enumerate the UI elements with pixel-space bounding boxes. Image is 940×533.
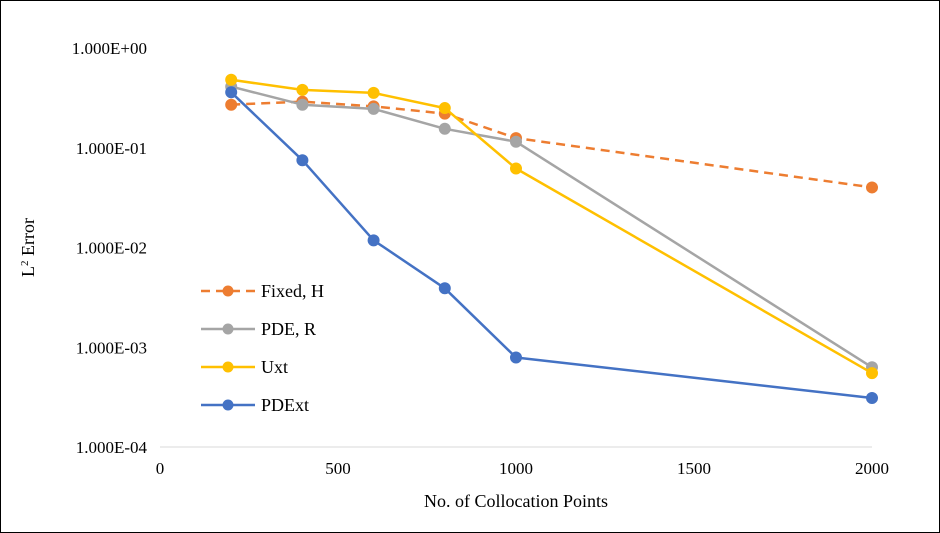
x-tick-label: 500 <box>325 459 351 478</box>
data-point <box>866 181 878 194</box>
legend: Fixed, H PDE, R Uxt PDExt <box>201 281 324 415</box>
data-point <box>367 102 380 115</box>
series-line <box>230 85 873 369</box>
y-axis-title: L2 Error <box>18 218 38 277</box>
data-point <box>296 98 309 111</box>
legend-entry: Uxt <box>201 357 288 377</box>
data-point <box>225 73 238 86</box>
data-point <box>296 154 309 167</box>
legend-marker <box>222 323 234 335</box>
x-tick-label: 1000 <box>499 459 533 478</box>
y-axis-title-superscript: 2 <box>19 260 31 266</box>
x-tick-label: 0 <box>156 459 165 478</box>
legend-marker <box>222 361 234 373</box>
data-point <box>866 391 878 404</box>
data-point <box>438 102 451 115</box>
data-point <box>510 351 522 364</box>
legend-entry: PDExt <box>201 395 309 415</box>
x-axis-tick-labels: 0 500 1000 1500 2000 <box>156 459 889 478</box>
data-point <box>225 98 238 111</box>
legend-marker <box>222 399 234 411</box>
data-point <box>438 122 451 135</box>
series-pde-r <box>225 80 878 374</box>
legend-entry: PDE, R <box>201 319 316 339</box>
y-axis-title-main: L <box>18 266 38 277</box>
series-pdext <box>225 86 878 404</box>
data-point <box>225 86 238 99</box>
data-point <box>367 86 380 99</box>
data-point <box>510 162 522 175</box>
legend-label: PDExt <box>261 395 309 415</box>
legend-label: Uxt <box>261 357 288 377</box>
x-tick-label: 1500 <box>677 459 711 478</box>
series-uxt <box>225 73 878 380</box>
x-tick-label: 2000 <box>855 459 889 478</box>
y-tick-label: 1.000E-01 <box>76 139 147 158</box>
x-axis-title: No. of Collocation Points <box>424 491 608 511</box>
y-axis-tick-labels: 1.000E+00 1.000E-01 1.000E-02 1.000E-03 1.00… <box>72 39 148 457</box>
y-axis-title-rest: Error <box>18 218 38 260</box>
series-layer <box>225 73 878 404</box>
y-tick-label: 1.000E-03 <box>76 338 147 357</box>
series-line <box>231 78 873 375</box>
y-tick-label: 1.000E-02 <box>76 239 147 258</box>
data-point <box>866 367 878 380</box>
data-point <box>510 135 522 148</box>
legend-marker <box>222 285 234 297</box>
y-tick-label: 1.000E-04 <box>76 438 148 457</box>
legend-label: Fixed, H <box>261 281 324 301</box>
data-point <box>367 234 380 247</box>
legend-entry: Fixed, H <box>201 281 324 301</box>
series-line <box>230 91 873 400</box>
data-point <box>296 83 309 96</box>
y-tick-label: 1.000E+00 <box>72 39 147 58</box>
data-point <box>438 282 451 295</box>
series-line <box>231 100 873 189</box>
legend-label: PDE, R <box>261 319 316 339</box>
series-fixed-h <box>225 95 878 194</box>
